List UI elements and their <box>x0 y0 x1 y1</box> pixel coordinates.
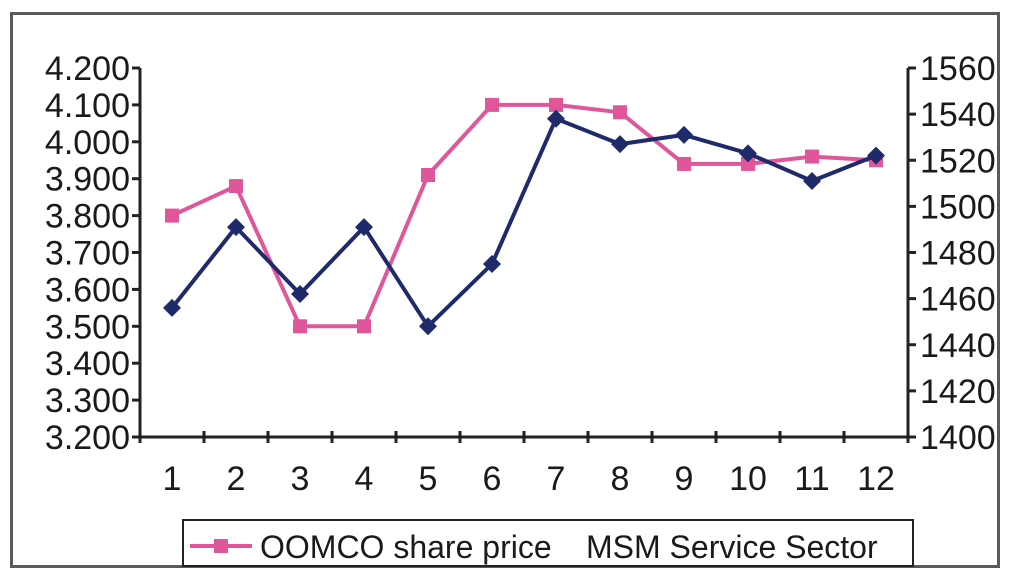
x-tick-label: 6 <box>483 460 502 498</box>
data-point-msm <box>803 172 821 191</box>
data-point-msm <box>867 146 885 165</box>
x-tick-label: 1 <box>163 460 182 498</box>
series-line-oomco <box>171 102 877 329</box>
x-tick-label: 4 <box>355 460 374 498</box>
left-y-tick-label: 4.100 <box>45 87 130 125</box>
right-y-tick-label: 1460 <box>920 281 996 319</box>
left-y-tick-label: 3.400 <box>45 345 130 383</box>
legend-oomco-marker-icon <box>214 539 228 553</box>
legend-box <box>182 519 914 567</box>
data-point-oomco <box>677 156 691 171</box>
data-point-oomco <box>805 149 819 164</box>
left-y-tick-label: 3.600 <box>45 271 130 309</box>
data-point-msm <box>675 125 693 144</box>
right-y-tick-label: 1560 <box>920 50 996 88</box>
data-point-oomco <box>485 97 499 112</box>
left-y-tick-label: 4.000 <box>45 124 130 162</box>
left-y-tick-label: 3.200 <box>45 419 130 457</box>
x-tick-label: 12 <box>857 460 895 498</box>
left-y-tick-label: 3.300 <box>45 382 130 420</box>
data-point-oomco <box>549 97 563 112</box>
data-point-oomco <box>421 168 435 183</box>
x-tick-label: 9 <box>675 460 694 498</box>
series-lines <box>163 97 885 336</box>
left-y-tick-label: 3.500 <box>45 308 130 346</box>
data-point-oomco <box>357 319 371 334</box>
data-point-msm <box>419 317 437 336</box>
axis-ticks: 4.2004.1004.0003.9003.8003.7003.6003.500… <box>45 50 996 498</box>
right-y-tick-label: 1520 <box>920 142 996 180</box>
right-y-tick-label: 1420 <box>920 373 996 411</box>
left-y-tick-label: 3.800 <box>45 198 130 236</box>
left-y-tick-label: 3.700 <box>45 235 130 273</box>
x-tick-label: 5 <box>419 460 438 498</box>
data-point-oomco <box>741 156 755 171</box>
data-point-oomco <box>229 179 243 194</box>
data-point-msm <box>163 298 181 317</box>
data-point-msm <box>547 109 565 128</box>
x-tick-label: 3 <box>291 460 310 498</box>
data-point-msm <box>739 144 757 163</box>
right-y-tick-label: 1500 <box>920 188 996 226</box>
data-point-msm <box>291 285 309 304</box>
data-point-oomco <box>293 319 307 334</box>
x-tick-label: 11 <box>794 460 829 498</box>
legend-msm-label: MSM Service Sector <box>586 529 878 565</box>
x-tick-label: 7 <box>547 460 566 498</box>
data-point-oomco <box>613 105 627 120</box>
axes <box>138 68 910 439</box>
right-y-tick-label: 1440 <box>920 327 996 365</box>
x-tick-label: 2 <box>227 460 246 498</box>
right-y-tick-label: 1540 <box>920 96 996 134</box>
x-tick-label: 8 <box>611 460 630 498</box>
legend-oomco-label: OOMCO share price <box>260 529 552 565</box>
series-line-msm <box>170 116 877 329</box>
data-point-msm <box>355 218 373 237</box>
left-y-tick-label: 3.900 <box>45 161 130 199</box>
data-point-msm <box>227 218 245 237</box>
data-point-oomco <box>165 208 179 223</box>
left-y-tick-label: 4.200 <box>45 50 130 88</box>
x-tick-label: 10 <box>729 460 767 498</box>
right-y-tick-label: 1480 <box>920 235 996 273</box>
right-y-tick-label: 1400 <box>920 419 996 457</box>
data-point-msm <box>483 255 501 274</box>
data-point-msm <box>611 135 629 154</box>
legend: OOMCO share price MSM Service Sector <box>182 519 914 567</box>
